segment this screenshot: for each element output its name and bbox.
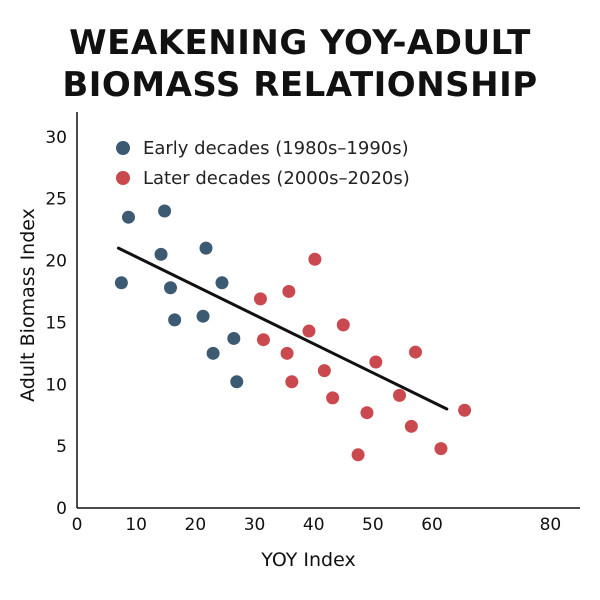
x-tick-label: 50 <box>362 515 384 535</box>
later-decade-point <box>317 364 331 378</box>
later-decade-point <box>393 388 407 402</box>
axes <box>76 112 580 509</box>
early-decade-point <box>114 276 128 290</box>
x-tick-label: 20 <box>185 515 207 535</box>
later-decade-point <box>253 292 267 306</box>
early-decade-point <box>227 331 241 345</box>
later-decade-point <box>326 391 340 405</box>
x-axis-ticks: 0 10 20 30 40 50 60 80 <box>72 515 562 535</box>
later-decade-point <box>302 324 316 338</box>
y-tick-label: 10 <box>45 375 67 395</box>
x-tick-label: 0 <box>72 515 83 535</box>
later-decade-point <box>308 252 322 266</box>
legend-label-early: Early decades (1980s–1990s) <box>143 138 409 159</box>
data-points <box>114 204 472 462</box>
chart-title: WEAKENING YOY-ADULT BIOMASS RELATIONSHIP <box>0 22 600 106</box>
y-tick-label: 15 <box>45 313 67 333</box>
y-tick-label: 5 <box>56 437 67 457</box>
x-tick-label: 60 <box>421 515 443 535</box>
later-decade-point <box>360 406 374 420</box>
later-decade-point <box>369 355 383 369</box>
early-decade-point <box>163 281 177 295</box>
trendline <box>116 246 449 411</box>
chart-title-line-2: BIOMASS RELATIONSHIP <box>62 65 538 105</box>
early-decade-point <box>199 241 213 255</box>
x-axis-label: YOY Index <box>260 549 355 571</box>
early-decade-point <box>154 247 168 261</box>
later-decade-point <box>458 403 472 417</box>
y-tick-label: 20 <box>45 252 67 272</box>
later-decade-point <box>336 318 350 332</box>
y-axis-label: Adult Biomass Index <box>17 208 39 402</box>
later-decade-point <box>404 419 418 433</box>
later-decade-point <box>351 448 365 462</box>
x-tick-label: 80 <box>540 515 562 535</box>
later-decade-point <box>408 345 422 359</box>
y-tick-label: 0 <box>56 499 67 519</box>
early-decade-point <box>158 204 172 218</box>
early-decade-point <box>230 375 244 389</box>
later-decade-point <box>285 375 299 389</box>
early-decade-point <box>206 346 220 360</box>
legend: Early decades (1980s–1990s) Later decades… <box>116 138 410 189</box>
early-decade-point <box>168 313 182 327</box>
x-tick-label: 10 <box>125 515 147 535</box>
legend-marker-later <box>116 171 130 185</box>
legend-marker-early <box>116 141 130 155</box>
x-tick-label: 30 <box>244 515 266 535</box>
early-decade-point <box>215 276 229 290</box>
later-decade-point <box>282 284 296 298</box>
y-tick-label: 25 <box>45 190 67 210</box>
trendline-group <box>116 246 449 411</box>
later-decade-point <box>256 333 270 347</box>
early-decade-point <box>196 309 210 323</box>
x-tick-label: 40 <box>303 515 325 535</box>
early-decade-point <box>121 210 135 224</box>
legend-label-later: Later decades (2000s–2020s) <box>143 168 410 189</box>
y-tick-label: 30 <box>45 128 67 148</box>
chart-title-line-1: WEAKENING YOY-ADULT <box>69 23 531 63</box>
later-decade-point <box>434 442 448 456</box>
y-axis-ticks: 0 5 10 15 20 25 30 <box>45 128 67 519</box>
later-decade-point <box>280 346 294 360</box>
